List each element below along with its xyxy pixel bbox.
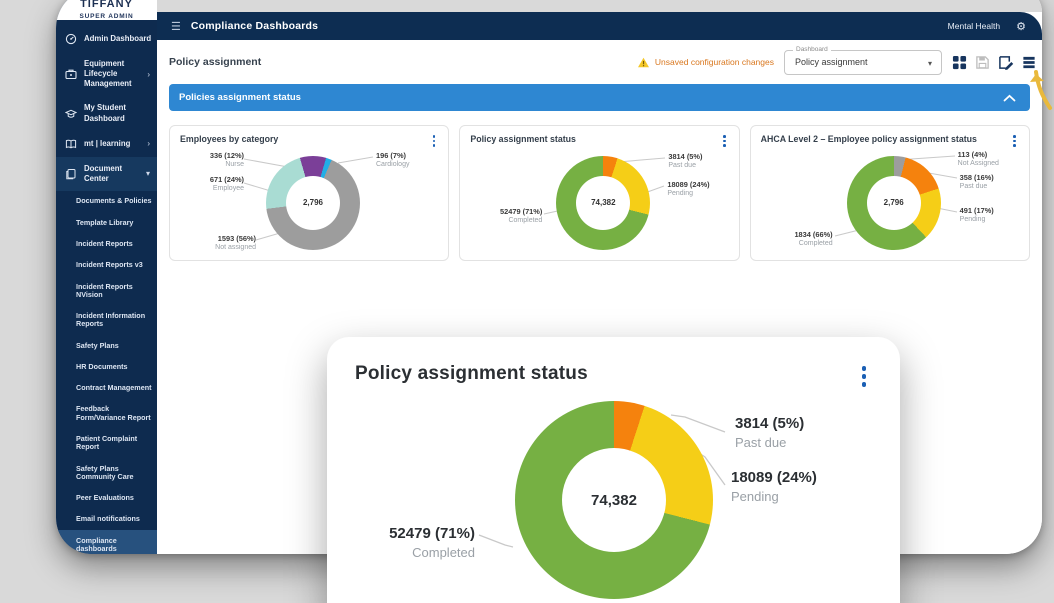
slice-label: 358 (16%)Past due: [960, 173, 1024, 192]
kebab-menu-icon[interactable]: [720, 134, 729, 148]
donut-chart: 2,796: [266, 156, 360, 250]
sidebar-item-document-center[interactable]: Document Center ▾: [56, 157, 157, 191]
unsaved-warning: Unsaved configuration changes: [637, 57, 774, 68]
app-bar-title: Compliance Dashboards: [191, 20, 938, 32]
donut-total: 2,796: [286, 176, 340, 230]
accordion-title: Policies assignment status: [179, 92, 1003, 103]
slice-label: 52479 (71%)Completed: [333, 525, 475, 561]
sidebar-item-equipment-lifecycle[interactable]: Equipment Lifecycle Management ›: [56, 52, 157, 96]
dashboard-toolbar: [952, 55, 1036, 70]
chevron-down-icon: ▾: [146, 169, 153, 178]
documents-icon: [65, 168, 78, 180]
slice-label: 1834 (66%)Completed: [767, 230, 833, 249]
window-top-gap: [157, 0, 1042, 12]
user-role: SUPER ADMIN: [56, 13, 157, 20]
sidebar-subitem-safety-plans-community[interactable]: Safety Plans Community Care: [56, 458, 157, 488]
user-name: TIFFANY: [56, 0, 157, 10]
donut-chart-zoomed: 74,382: [515, 401, 713, 599]
dashboard-select-label: Dashboard: [793, 46, 831, 53]
chevron-right-icon: ›: [147, 139, 153, 148]
dashboard-icon: [65, 33, 78, 45]
sidebar-nav: Admin Dashboard Equipment Lifecycle Mana…: [56, 20, 157, 554]
edit-dashboard-button[interactable]: [998, 55, 1014, 70]
slice-label: 1593 (56%)Not assigned: [186, 234, 256, 253]
graduation-cap-icon: [65, 108, 78, 120]
sidebar-subitem-feedback-form[interactable]: Feedback Form/Variance Report: [56, 399, 157, 429]
sidebar-subitem-patient-complaint[interactable]: Patient Complaint Report: [56, 429, 157, 459]
chevron-right-icon: ›: [147, 70, 153, 79]
widget-grid-button[interactable]: [952, 55, 967, 70]
card-title: Policy assignment status: [470, 134, 720, 145]
sidebar-item-student-dashboard[interactable]: My Student Dashboard: [56, 96, 157, 130]
slice-label: 3814 (5%)Past due: [735, 415, 885, 451]
sidebar-subitem-incident-reports-nvision[interactable]: Incident Reports NVision: [56, 276, 157, 306]
sidebar-item-label: Document Center: [84, 164, 140, 184]
donut-total: 74,382: [562, 448, 666, 552]
unsaved-warning-text: Unsaved configuration changes: [655, 57, 774, 67]
toolbox-icon: [65, 68, 78, 80]
kebab-menu-icon[interactable]: [856, 363, 873, 390]
book-icon: [65, 138, 78, 150]
sidebar-subitem-incident-reports[interactable]: Incident Reports: [56, 233, 157, 254]
card-title: AHCA Level 2 – Employee policy assignmen…: [761, 134, 1011, 145]
donut-chart: 74,382: [556, 156, 650, 250]
slice-label: 18089 (24%)Pending: [667, 180, 733, 199]
slice-label: 52479 (71%)Completed: [474, 207, 542, 226]
kebab-menu-icon[interactable]: [430, 134, 439, 148]
sidebar-item-label: Admin Dashboard: [84, 34, 153, 44]
sidebar-item-label: mt | learning: [84, 139, 141, 149]
warning-icon: [637, 57, 650, 68]
sidebar-subitem-peer-evaluations[interactable]: Peer Evaluations: [56, 488, 157, 509]
charts-row: Employees by category 2,796 336 (12%)Nur…: [169, 125, 1030, 261]
sidebar-item-label: My Student Dashboard: [84, 103, 153, 123]
kebab-menu-icon[interactable]: [1010, 134, 1019, 148]
org-label: Mental Health: [948, 21, 1000, 31]
donut-chart: 2,796: [847, 156, 941, 250]
sidebar: TIFFANY SUPER ADMIN Admin Dashboard Equi…: [56, 0, 157, 554]
top-app-bar: ☰ Compliance Dashboards Mental Health ⚙: [157, 12, 1042, 40]
slice-label: 336 (12%)Nurse: [182, 151, 244, 170]
accordion-policies-assignment[interactable]: Policies assignment status: [169, 84, 1030, 111]
sidebar-subitem-documents-policies[interactable]: Documents & Policies: [56, 191, 157, 212]
sidebar-item-label: Equipment Lifecycle Management: [84, 59, 141, 89]
overlay-card-title: Policy assignment status: [355, 363, 856, 385]
card-policy-assignment-status: Policy assignment status 74,382 3814 (5%…: [459, 125, 739, 261]
card-employees-by-category: Employees by category 2,796 336 (12%)Nur…: [169, 125, 449, 261]
page-header-row: Policy assignment Unsaved configuration …: [169, 40, 1030, 84]
donut-total: 74,382: [576, 176, 630, 230]
chevron-up-icon[interactable]: [1003, 94, 1016, 102]
slice-label: 196 (7%)Cardiology: [376, 151, 442, 170]
sidebar-subitem-incident-reports-v3[interactable]: Incident Reports v3: [56, 255, 157, 276]
slice-label: 18089 (24%)Pending: [731, 469, 891, 505]
user-badge: TIFFANY SUPER ADMIN: [56, 0, 157, 20]
sidebar-subitem-incident-information-reports[interactable]: Incident Information Reports: [56, 306, 157, 336]
sidebar-item-mt-learning[interactable]: mt | learning ›: [56, 131, 157, 157]
add-widget-button[interactable]: [1022, 55, 1036, 70]
gear-icon[interactable]: ⚙: [1016, 20, 1026, 33]
sidebar-item-admin-dashboard[interactable]: Admin Dashboard: [56, 26, 157, 52]
card-ahca-level2-status: AHCA Level 2 – Employee policy assignmen…: [750, 125, 1030, 261]
card-title: Employees by category: [180, 134, 430, 145]
sidebar-subitem-contract-management[interactable]: Contract Management: [56, 378, 157, 399]
slice-label: 491 (17%)Pending: [960, 206, 1024, 225]
slice-label: 113 (4%)Not Assigned: [958, 150, 1024, 169]
slice-label: 3814 (5%)Past due: [668, 152, 732, 171]
sidebar-subitem-template-library[interactable]: Template Library: [56, 212, 157, 233]
zoomed-policy-assignment-card: Policy assignment status 74,382 3814 (5%…: [327, 337, 900, 603]
chevron-down-icon: ▾: [928, 59, 932, 68]
dashboard-select[interactable]: Dashboard Policy assignment ▾: [784, 50, 942, 75]
dashboard-select-value: Policy assignment: [785, 51, 941, 74]
slice-label: 671 (24%)Employee: [182, 175, 244, 194]
donut-total: 2,796: [867, 176, 921, 230]
save-button[interactable]: [975, 55, 990, 70]
sidebar-subitem-hr-documents[interactable]: HR Documents: [56, 356, 157, 377]
page-title: Policy assignment: [169, 56, 627, 68]
sidebar-subitem-safety-plans[interactable]: Safety Plans: [56, 335, 157, 356]
menu-icon[interactable]: ☰: [171, 20, 181, 33]
sidebar-subitem-email-notifications[interactable]: Email notifications: [56, 509, 157, 530]
sidebar-subitem-compliance-dashboards[interactable]: Compliance dashboards: [56, 530, 157, 554]
